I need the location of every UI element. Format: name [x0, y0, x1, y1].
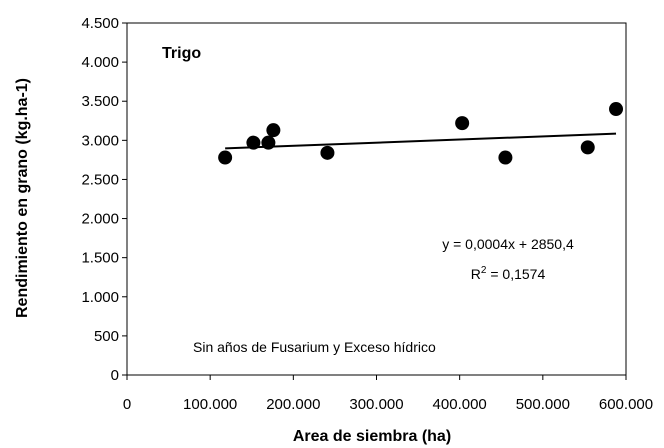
y-tick-label: 3.000	[81, 132, 119, 149]
data-point	[246, 135, 261, 150]
x-tick-label: 200.000	[266, 396, 320, 413]
y-tick-label: 1.500	[81, 250, 119, 267]
x-axis-ticks: 0 100.000 200.000 300.000 400.000 500.000 600.…	[123, 375, 653, 413]
y-tick-label: 0	[111, 367, 119, 384]
y-tick-label: 4.000	[81, 54, 119, 71]
y-axis-label: Rendimiento en grano (kg.ha-1)	[14, 78, 31, 318]
y-tick-label: 2.500	[81, 171, 119, 188]
r-squared-superscript: 2	[481, 265, 487, 276]
data-point	[498, 150, 513, 165]
y-tick-label: 500	[94, 328, 119, 345]
y-tick-label: 1.000	[81, 289, 119, 306]
plot-area-frame	[126, 22, 627, 376]
panel-label: Trigo	[162, 45, 201, 62]
data-point	[455, 116, 470, 131]
x-tick-label: 600.000	[599, 396, 653, 413]
x-axis-label: Area de siembra (ha)	[293, 428, 451, 445]
data-point	[218, 150, 233, 165]
data-point	[580, 140, 595, 155]
x-tick-label: 400.000	[433, 396, 487, 413]
chart-note: Sin años de Fusarium y Exceso hídrico	[193, 339, 436, 355]
r-squared-value: = 0,1574	[486, 266, 545, 282]
y-axis-ticks: 0 500 1.000 1.500 2.000 2.500 3.000 3.500 4.000 4…	[81, 15, 127, 384]
x-tick-label: 500.000	[516, 396, 570, 413]
y-tick-label: 4.500	[81, 15, 119, 32]
data-point	[320, 145, 335, 160]
x-tick-label: 100.000	[183, 396, 237, 413]
trendline	[225, 132, 617, 150]
data-points	[218, 102, 624, 165]
trendline-equation: y = 0,0004x + 2850,4	[442, 236, 574, 252]
r-squared-label: R2 = 0,1574	[471, 265, 546, 282]
y-tick-label: 3.500	[81, 93, 119, 110]
data-point	[609, 102, 624, 117]
data-point	[266, 123, 281, 138]
data-point	[261, 135, 276, 150]
y-tick-label: 2.000	[81, 211, 119, 228]
r-squared-prefix: R	[471, 266, 481, 282]
x-tick-label: 300.000	[349, 396, 403, 413]
x-tick-label: 0	[123, 396, 131, 413]
